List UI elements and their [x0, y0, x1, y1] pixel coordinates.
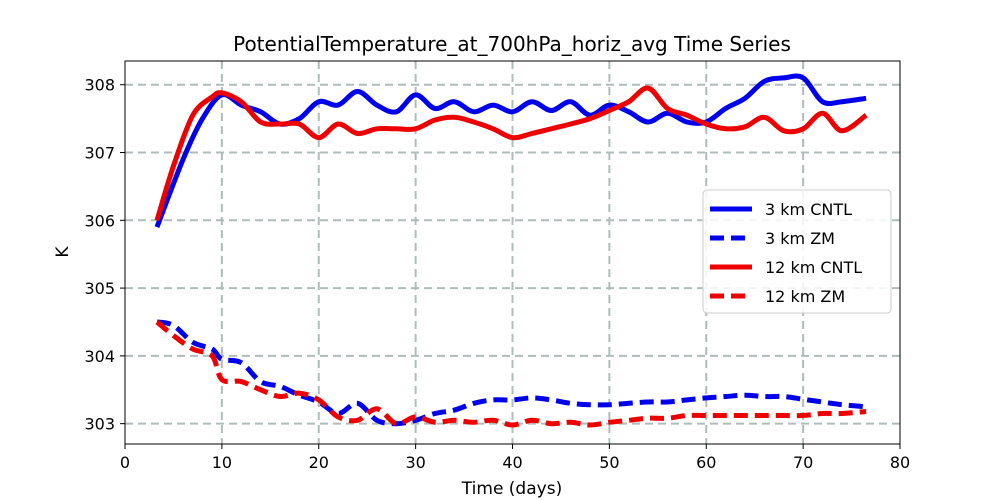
x-tick-label: 20	[309, 453, 329, 472]
x-tick-label: 30	[405, 453, 425, 472]
x-tick-label: 80	[890, 453, 910, 472]
legend-label: 12 km ZM	[765, 287, 845, 306]
y-axis: 303 304 305 306 307 308	[84, 76, 125, 434]
x-tick-label: 0	[120, 453, 130, 472]
y-axis-label: K	[53, 246, 73, 258]
x-tick-label: 70	[793, 453, 813, 472]
x-tick-label: 40	[502, 453, 522, 472]
series-line-3-km-zm	[156, 319, 867, 427]
chart-title: PotentialTemperature_at_700hPa_horiz_avg…	[233, 32, 791, 56]
y-tick-label: 304	[84, 347, 115, 366]
series-group	[154, 73, 868, 428]
x-axis: 0 10 20 30 40 50 60 70 80	[120, 444, 910, 472]
y-tick-label: 306	[84, 211, 115, 230]
y-tick-label: 307	[84, 144, 115, 163]
legend-label: 3 km ZM	[765, 229, 835, 248]
y-tick-label: 303	[84, 415, 115, 434]
series-line-12-km-cntl	[154, 85, 868, 222]
legend-label: 12 km CNTL	[765, 258, 862, 277]
legend-box	[702, 189, 892, 314]
x-tick-label: 50	[599, 453, 619, 472]
x-axis-label: Time (days)	[461, 479, 562, 499]
x-tick-label: 10	[212, 453, 232, 472]
x-tick-label: 60	[696, 453, 716, 472]
legend: 3 km CNTL 3 km ZM 12 km CNTL 12 km ZM	[702, 189, 892, 314]
series-line-12-km-zm	[155, 320, 867, 428]
legend-label: 3 km CNTL	[765, 200, 852, 219]
y-tick-label: 305	[84, 279, 115, 298]
y-tick-label: 308	[84, 76, 115, 95]
